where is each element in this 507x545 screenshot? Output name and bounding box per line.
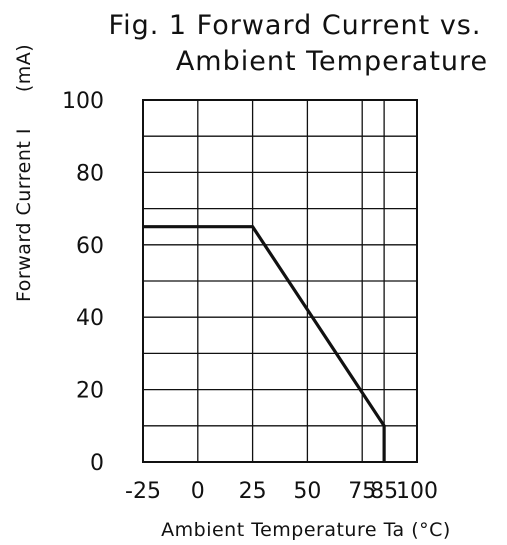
y-axis-unit-text: (mA) xyxy=(13,44,35,92)
x-tick-label: 50 xyxy=(293,479,321,504)
y-axis-unit: (mA) xyxy=(13,44,35,92)
x-tick-label: 100 xyxy=(396,479,438,504)
y-tick-label: 20 xyxy=(76,379,104,404)
y-axis-label: Forward Current I xyxy=(13,128,35,302)
x-tick-label: 85 xyxy=(370,479,398,504)
y-tick-label: 0 xyxy=(90,451,104,476)
chart-title: Fig. 1 Forward Current vs. Ambient Tempe… xyxy=(109,10,488,77)
y-axis-tick-labels: 0 20 40 60 80 100 xyxy=(62,89,104,476)
x-axis-label: Ambient Temperature Ta (°C) xyxy=(161,519,451,541)
x-tick-label: 25 xyxy=(239,479,267,504)
y-tick-label: 80 xyxy=(76,161,104,186)
x-tick-label: 0 xyxy=(191,479,205,504)
y-tick-label: 100 xyxy=(62,89,104,114)
grid xyxy=(143,100,417,462)
chart-title-line-1: Fig. 1 Forward Current vs. xyxy=(109,10,482,41)
y-axis-label-text: Forward Current I xyxy=(13,128,35,302)
y-tick-label: 40 xyxy=(76,306,104,331)
series-line-0 xyxy=(143,225,386,462)
plot-frame xyxy=(142,99,418,463)
x-tick-label: -25 xyxy=(125,479,161,504)
y-tick-label: 60 xyxy=(76,234,104,259)
series xyxy=(143,225,386,462)
chart-title-line-2: Ambient Temperature xyxy=(176,46,488,77)
x-tick-label: 75 xyxy=(348,479,376,504)
